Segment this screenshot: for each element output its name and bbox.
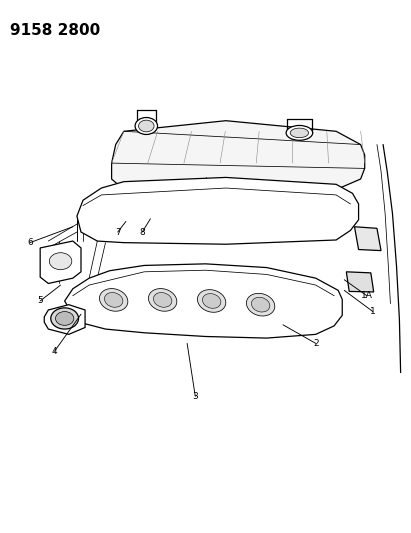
Polygon shape xyxy=(346,272,374,292)
Polygon shape xyxy=(355,227,381,251)
Text: 1: 1 xyxy=(370,307,376,316)
Ellipse shape xyxy=(55,312,74,325)
Text: 4: 4 xyxy=(52,347,57,356)
Polygon shape xyxy=(77,177,358,244)
Ellipse shape xyxy=(99,288,128,311)
Ellipse shape xyxy=(197,289,226,312)
Ellipse shape xyxy=(139,120,154,132)
Ellipse shape xyxy=(104,293,123,307)
Text: 5: 5 xyxy=(37,296,43,305)
Text: 1A: 1A xyxy=(361,291,373,300)
Text: 2: 2 xyxy=(313,339,319,348)
Ellipse shape xyxy=(135,117,157,134)
Text: 9158 2800: 9158 2800 xyxy=(9,22,100,38)
Ellipse shape xyxy=(148,288,177,311)
Text: 7: 7 xyxy=(115,228,120,237)
Ellipse shape xyxy=(252,297,270,312)
Polygon shape xyxy=(65,264,342,338)
Text: 3: 3 xyxy=(192,392,198,401)
Ellipse shape xyxy=(290,128,309,138)
Ellipse shape xyxy=(286,125,313,140)
Ellipse shape xyxy=(247,293,275,316)
Polygon shape xyxy=(112,120,365,190)
Ellipse shape xyxy=(153,293,172,307)
Ellipse shape xyxy=(51,308,79,329)
Text: 8: 8 xyxy=(139,228,145,237)
Ellipse shape xyxy=(202,294,221,308)
Polygon shape xyxy=(44,305,85,334)
Ellipse shape xyxy=(49,253,72,270)
Polygon shape xyxy=(40,241,81,284)
Text: 6: 6 xyxy=(27,238,33,247)
